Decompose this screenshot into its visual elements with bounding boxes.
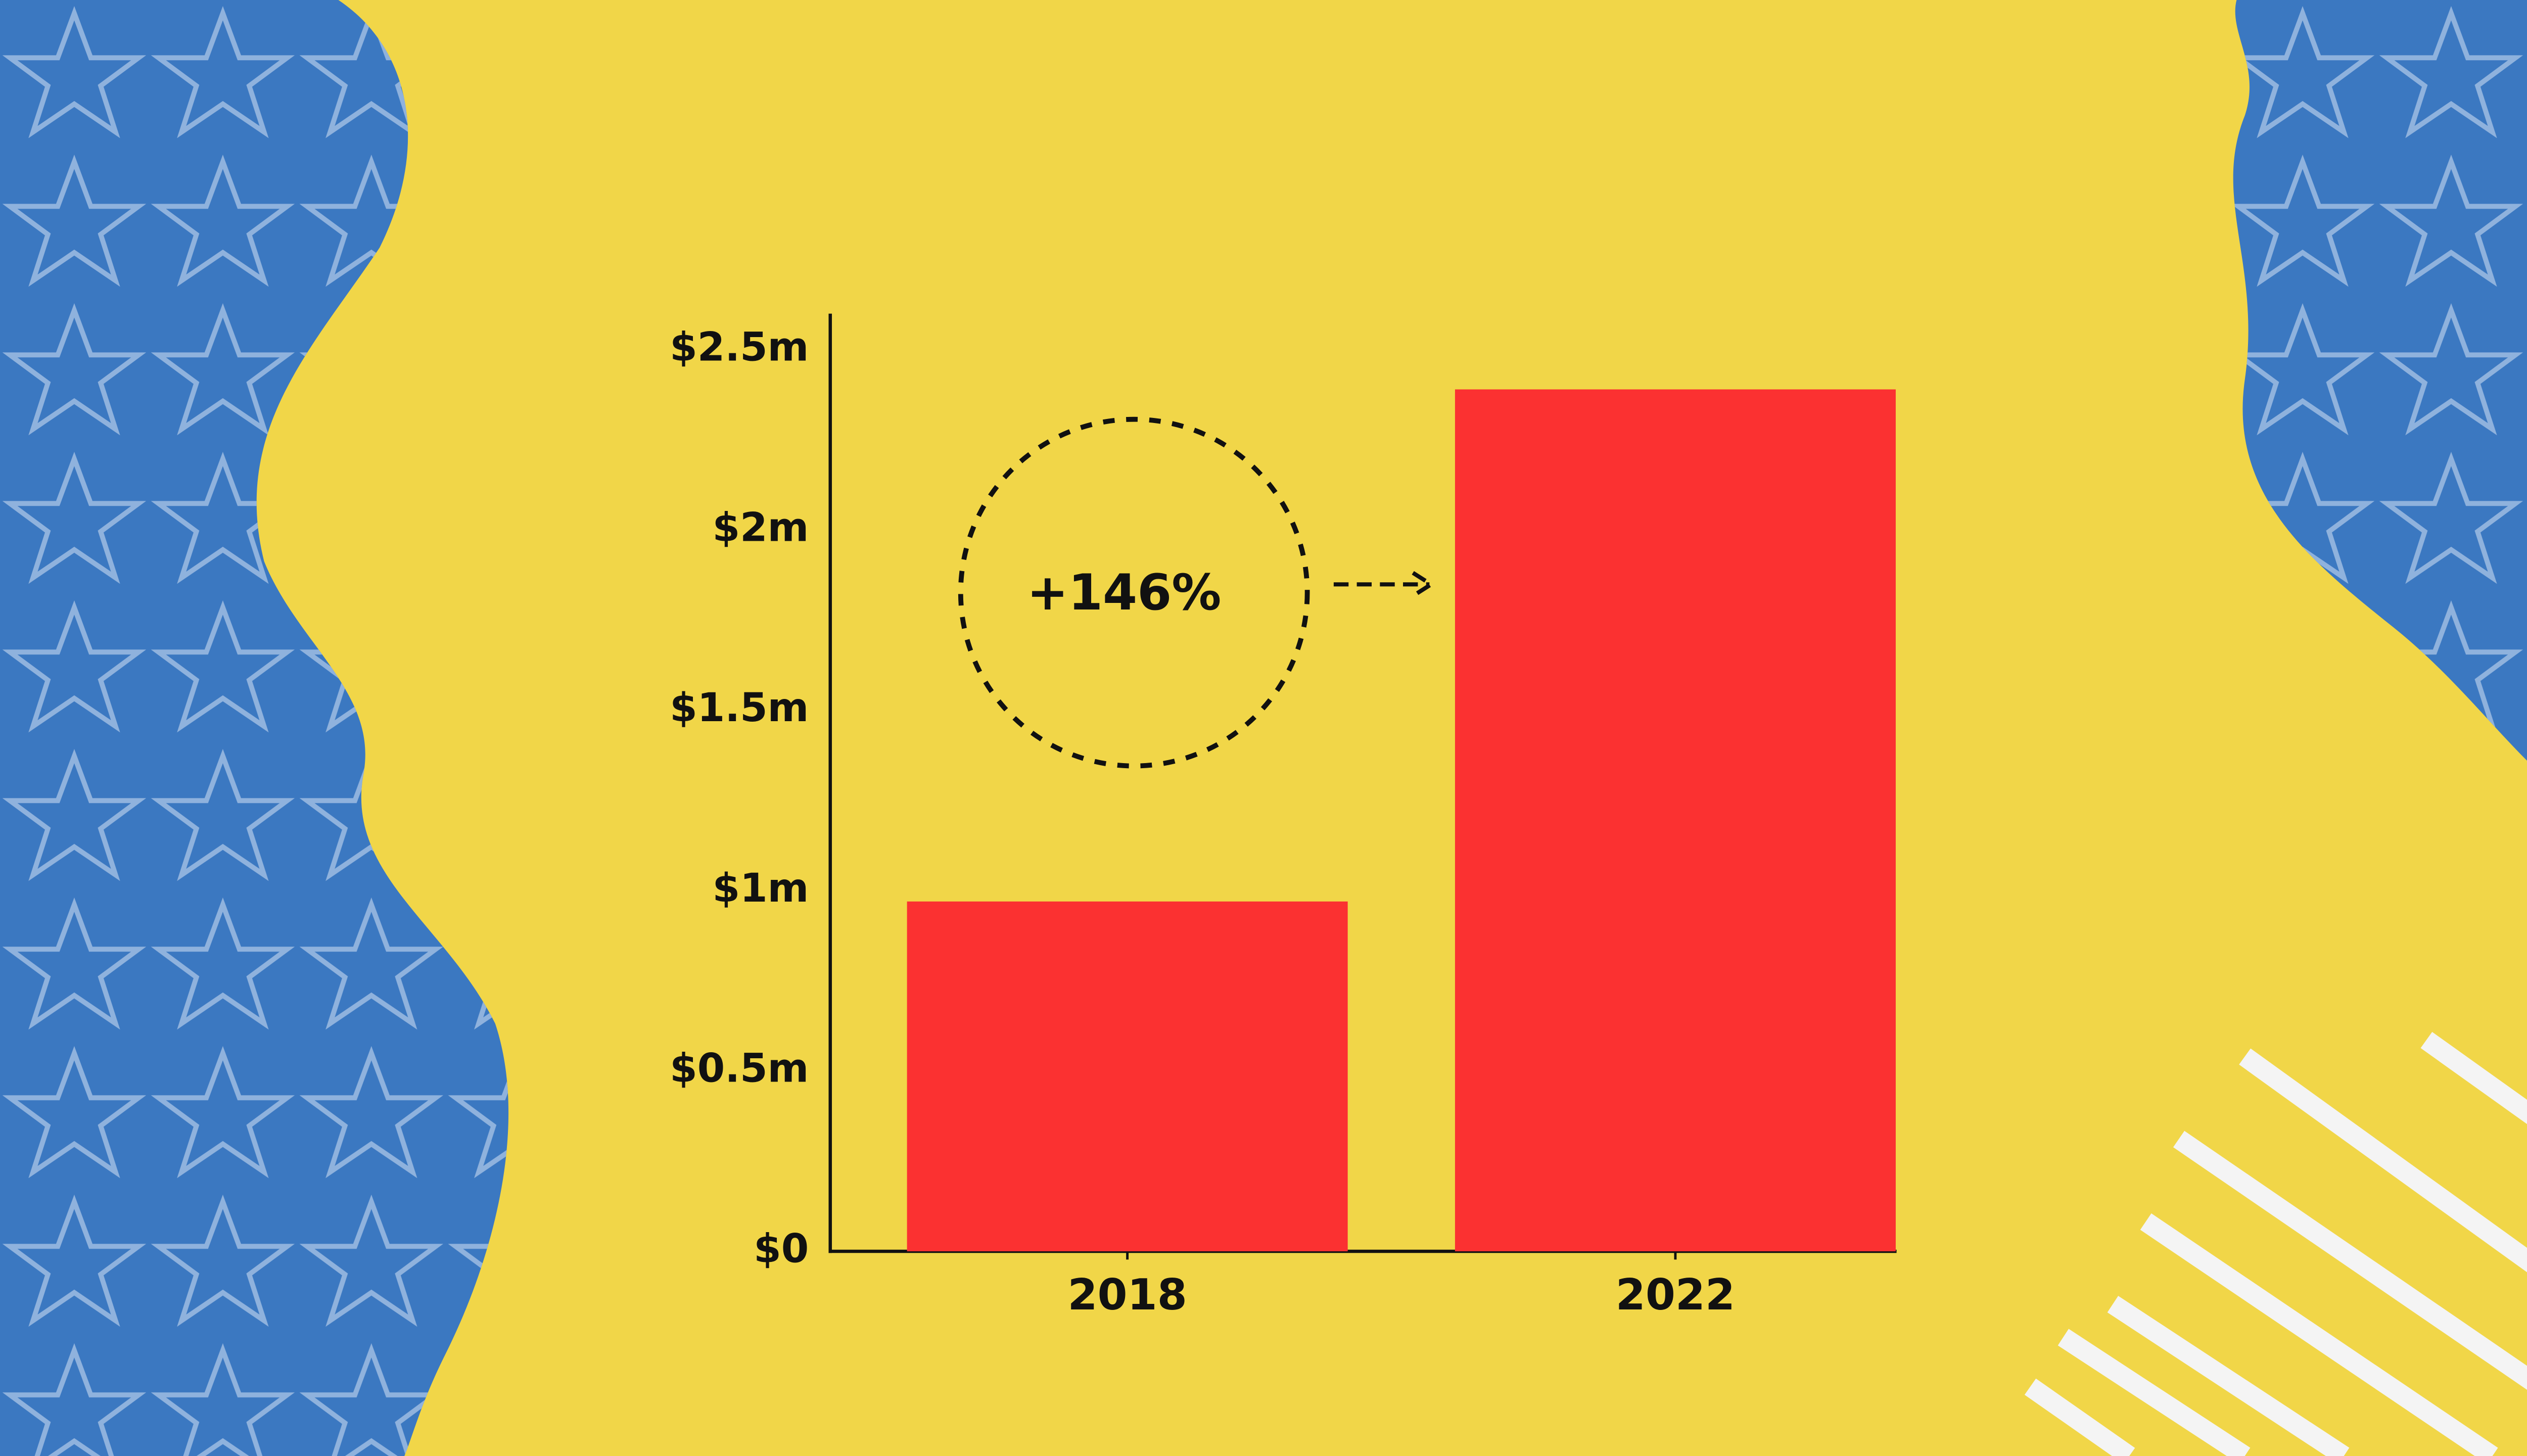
y-tick-label: $0 — [754, 1226, 809, 1272]
right-blue-paper — [2233, 0, 2527, 761]
annotation-arrow — [1333, 571, 1435, 598]
bar — [1455, 389, 1896, 1251]
left-blue-paper — [0, 0, 509, 1456]
white-stripes — [2024, 1031, 2527, 1456]
y-tick-label: $2.5m — [670, 324, 809, 370]
annotation-label: +146% — [1027, 564, 1222, 622]
y-tick-label: $2m — [713, 504, 809, 550]
x-tick-label: 2022 — [1616, 1270, 1735, 1320]
y-tick-label: $1m — [713, 865, 809, 911]
y-tick-label: $1.5m — [670, 685, 809, 731]
y-tick-label: $0.5m — [670, 1046, 809, 1092]
x-tick-label: 2018 — [1067, 1270, 1187, 1320]
bar — [907, 901, 1348, 1251]
annotation-circle — [958, 416, 1310, 769]
